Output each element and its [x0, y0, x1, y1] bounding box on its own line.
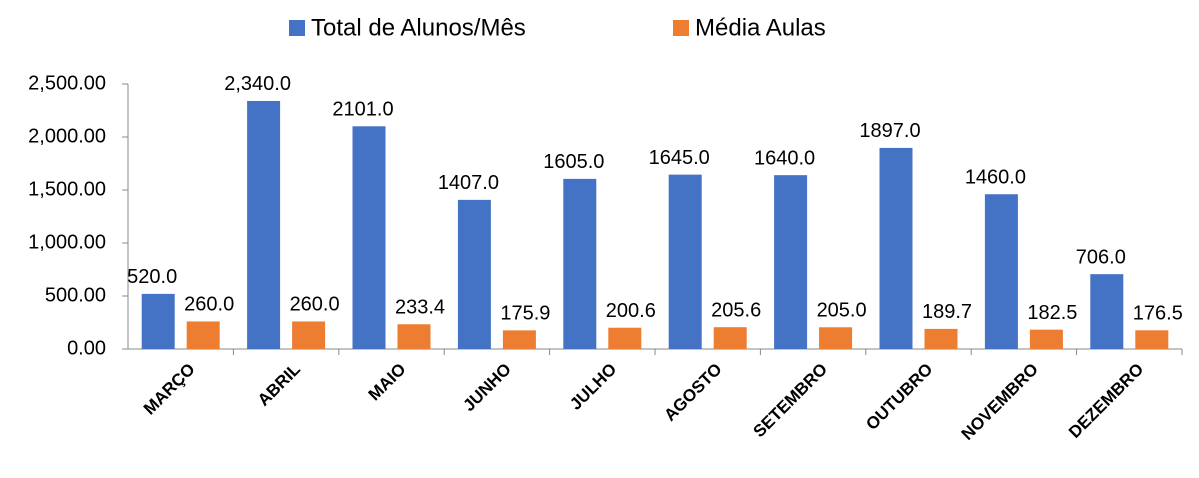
y-tick-label: 2,500.00 — [28, 72, 106, 94]
data-label: 200.6 — [606, 300, 656, 322]
bar — [774, 175, 808, 349]
data-label: 205.0 — [817, 300, 867, 322]
data-label: 1640.0 — [754, 147, 815, 169]
bar — [563, 178, 597, 349]
bar — [247, 100, 281, 350]
data-label: 182.5 — [1027, 302, 1077, 324]
data-label: 176.5 — [1133, 303, 1183, 325]
bar — [924, 328, 958, 349]
data-label: 260.0 — [290, 294, 340, 316]
bar — [879, 147, 913, 349]
x-tick-label: SETEMBRO — [750, 360, 832, 442]
bar — [397, 324, 431, 349]
x-tick-label: JULHO — [566, 360, 620, 414]
data-label: 706.0 — [1076, 246, 1126, 268]
bar — [713, 327, 747, 349]
bar — [819, 327, 853, 349]
bar — [984, 194, 1018, 349]
data-label: 175.9 — [500, 303, 550, 325]
y-tick-label: 0.00 — [67, 337, 106, 359]
data-label: 1897.0 — [859, 120, 920, 142]
bar — [186, 321, 220, 349]
x-tick-label: OUTUBRO — [862, 360, 936, 434]
x-tick-label: MARÇO — [140, 360, 199, 419]
x-tick-label: JUNHO — [459, 360, 515, 416]
y-tick-label: 1,000.00 — [28, 231, 106, 253]
bar — [141, 293, 175, 349]
data-label: 260.0 — [184, 294, 234, 316]
legend-swatch — [289, 20, 305, 36]
legend-label: Média Aulas — [695, 14, 826, 41]
bar — [352, 126, 386, 349]
legend-swatch — [673, 20, 689, 36]
data-label: 205.6 — [711, 299, 761, 321]
x-tick-label: NOVEMBRO — [958, 360, 1042, 444]
legend-label: Total de Alunos/Mês — [311, 14, 526, 41]
y-tick-label: 2,000.00 — [28, 125, 106, 147]
bar — [292, 321, 326, 349]
bar — [1135, 330, 1169, 349]
data-label: 189.7 — [922, 301, 972, 323]
bar — [1090, 274, 1124, 349]
data-label: 520.0 — [127, 266, 177, 288]
data-label: 1645.0 — [649, 147, 710, 169]
x-tick-label: MAIO — [365, 360, 410, 405]
y-tick-label: 500.00 — [45, 284, 106, 306]
data-label: 1407.0 — [438, 172, 499, 194]
data-label: 2,340.0 — [224, 73, 291, 95]
data-label: 233.4 — [395, 297, 445, 319]
data-label: 1460.0 — [965, 167, 1026, 189]
y-tick-label: 1,500.00 — [28, 178, 106, 200]
data-label: 2101.0 — [332, 99, 393, 121]
data-label: 1605.0 — [543, 151, 604, 173]
bar — [457, 199, 491, 349]
bar — [1029, 329, 1063, 349]
x-tick-label: DEZEMBRO — [1065, 360, 1147, 442]
bar — [668, 174, 702, 349]
bar — [608, 327, 642, 349]
x-tick-label: AGOSTO — [660, 360, 725, 425]
bar — [502, 330, 536, 349]
x-tick-label: ABRIL — [254, 360, 304, 410]
